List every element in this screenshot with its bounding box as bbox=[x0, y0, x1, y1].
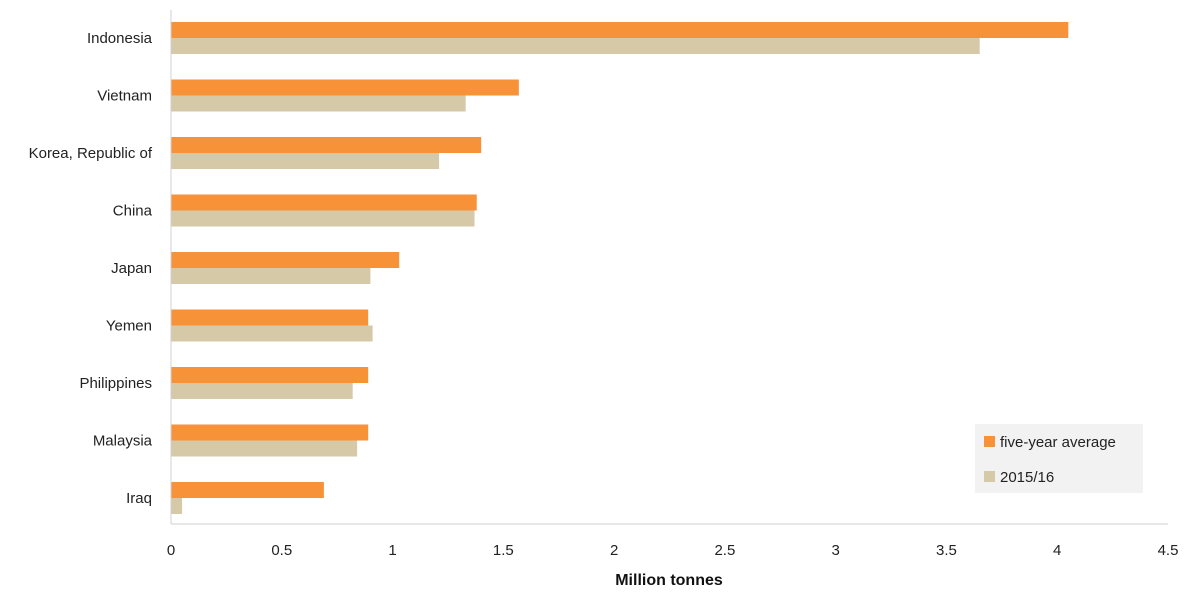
bar-2015-16-philippines bbox=[171, 383, 353, 399]
category-label-japan: Japan bbox=[111, 260, 152, 277]
axes-layer bbox=[170, 10, 1168, 525]
bar-2015-16-iraq bbox=[171, 498, 183, 514]
legend-swatch-2015-16 bbox=[984, 471, 995, 482]
x-tick-label: 4 bbox=[1053, 542, 1061, 559]
bar-five-year-average-indonesia bbox=[171, 22, 1069, 38]
bar-five-year-average-philippines bbox=[171, 367, 369, 383]
bar-five-year-average-yemen bbox=[171, 309, 369, 326]
legend-background bbox=[975, 424, 1143, 493]
x-tick-label: 2 bbox=[610, 542, 618, 559]
x-tick-label: 3.5 bbox=[936, 542, 957, 559]
bar-five-year-average-korea-republic-of bbox=[171, 137, 482, 153]
bar-2015-16-japan bbox=[171, 268, 371, 284]
x-tick-labels: 0 0.5 1 1.5 2 2.5 3 3.5 4 4.5 bbox=[167, 542, 1179, 559]
x-tick-label: 0 bbox=[167, 542, 175, 559]
category-label-yemen: Yemen bbox=[106, 318, 152, 335]
category-label-iraq: Iraq bbox=[126, 490, 152, 507]
bar-2015-16-indonesia bbox=[171, 38, 980, 54]
legend: five-year average 2015/16 bbox=[975, 424, 1143, 493]
bars-layer bbox=[171, 22, 1069, 514]
legend-swatch-five-year-average bbox=[984, 436, 995, 447]
x-axis-title: Million tonnes bbox=[615, 572, 723, 589]
x-tick-label: 3 bbox=[831, 542, 839, 559]
bar-2015-16-yemen bbox=[171, 325, 373, 342]
legend-label-five-year-average: five-year average bbox=[1000, 434, 1116, 451]
category-label-vietnam: Vietnam bbox=[97, 88, 152, 105]
category-label-indonesia: Indonesia bbox=[87, 30, 153, 47]
bar-five-year-average-malaysia bbox=[171, 424, 369, 441]
bar-2015-16-vietnam bbox=[171, 95, 466, 112]
bar-2015-16-china bbox=[171, 210, 475, 227]
bar-five-year-average-japan bbox=[171, 252, 400, 268]
category-label-philippines: Philippines bbox=[79, 375, 152, 392]
bar-2015-16-malaysia bbox=[171, 440, 358, 457]
bar-five-year-average-china bbox=[171, 194, 477, 211]
category-label-malaysia: Malaysia bbox=[93, 433, 153, 450]
x-tick-label: 1 bbox=[388, 542, 396, 559]
bar-five-year-average-vietnam bbox=[171, 79, 519, 96]
bar-2015-16-korea-republic-of bbox=[171, 153, 440, 169]
legend-label-2015-16: 2015/16 bbox=[1000, 469, 1054, 486]
category-label-korea-republic-of: Korea, Republic of bbox=[29, 145, 153, 162]
x-tick-label: 2.5 bbox=[714, 542, 735, 559]
x-tick-label: 1.5 bbox=[493, 542, 514, 559]
x-tick-label: 4.5 bbox=[1158, 542, 1179, 559]
bar-five-year-average-iraq bbox=[171, 482, 324, 498]
category-labels: Indonesia Vietnam Korea, Republic of China J… bbox=[29, 30, 153, 507]
x-tick-label: 0.5 bbox=[271, 542, 292, 559]
category-label-china: China bbox=[113, 203, 153, 220]
